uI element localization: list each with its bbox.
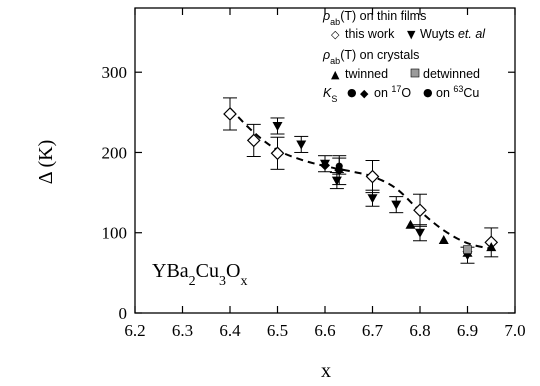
legend-group-crystals: ρab(T) on crystals: [322, 48, 419, 66]
x-tick-label: 6.4: [219, 321, 241, 340]
open-diamond-legend-icon: ◇: [331, 28, 340, 41]
x-tick-label: 6.5: [267, 321, 288, 340]
up-triangle-point: [438, 234, 449, 244]
down-triangle-point: [331, 176, 342, 186]
down-triangle-point: [296, 140, 307, 150]
x-tick-label: 6.9: [457, 321, 478, 340]
gray-square-legend-icon: [410, 68, 420, 78]
y-axis-title: Δ (K): [35, 140, 57, 185]
gray-square-point: [463, 245, 472, 254]
y-tick-label: 100: [102, 224, 128, 243]
legend: ρab(T) on thin films ◇ this work ▼ Wuyts…: [322, 9, 486, 104]
up-triangle-point: [486, 242, 497, 252]
filled-triangle-legend-icon: ▲: [331, 68, 340, 81]
down-triangle-point: [391, 200, 402, 210]
x-tick-label: 6.6: [314, 321, 335, 340]
tick-labels: 6.2 6.3 6.4 6.5 6.6 6.7 6.8 6.9 7.0 0 100 200 300: [102, 63, 526, 340]
x-tick-label: 6.8: [409, 321, 430, 340]
down-triangle-point: [415, 228, 425, 238]
down-triangle-point: [367, 194, 378, 204]
legend-this-work: this work: [345, 27, 395, 41]
x-tick-label: 7.0: [504, 321, 525, 340]
legend-ks: KS: [323, 86, 337, 104]
legend-on-63cu: on 63Cu: [436, 84, 479, 100]
filled-circle-legend-icon: ●: [347, 86, 357, 99]
x-tick-label: 6.7: [362, 321, 384, 340]
legend-detwinned: detwinned: [423, 67, 480, 81]
filled-diamond-point: [320, 160, 330, 171]
open-diamond-point: [246, 133, 261, 148]
up-triangle-point: [405, 219, 416, 229]
x-tick-label: 6.2: [124, 321, 145, 340]
down-triangle-point: [272, 121, 283, 131]
filled-diamond-legend-icon: ◆: [360, 87, 369, 100]
legend-wuyts: Wuyts et. al: [420, 27, 486, 41]
y-tick-label: 0: [119, 304, 128, 323]
legend-group-films: ρab(T) on thin films: [322, 9, 426, 27]
open-diamond-point: [413, 203, 427, 218]
x-axis-title: x: [321, 360, 331, 382]
open-diamond-point: [365, 169, 380, 184]
filled-down-triangle-legend-icon: ▼: [407, 28, 416, 41]
open-diamond-point: [223, 107, 237, 121]
x-tick-label: 6.3: [172, 321, 193, 340]
filled-circle-legend-icon-2: ●: [423, 86, 433, 99]
open-diamond-point: [270, 146, 285, 161]
ticks: [134, 8, 516, 314]
fit-curve: [229, 107, 492, 250]
legend-on-17o: on 17O: [374, 84, 411, 100]
y-tick-label: 300: [102, 63, 128, 82]
y-tick-label: 200: [102, 143, 128, 162]
circle-point: [335, 162, 343, 170]
compound-formula: YBa2Cu3Ox: [152, 260, 247, 289]
legend-twinned: twinned: [345, 67, 388, 81]
data-points: [223, 97, 499, 264]
